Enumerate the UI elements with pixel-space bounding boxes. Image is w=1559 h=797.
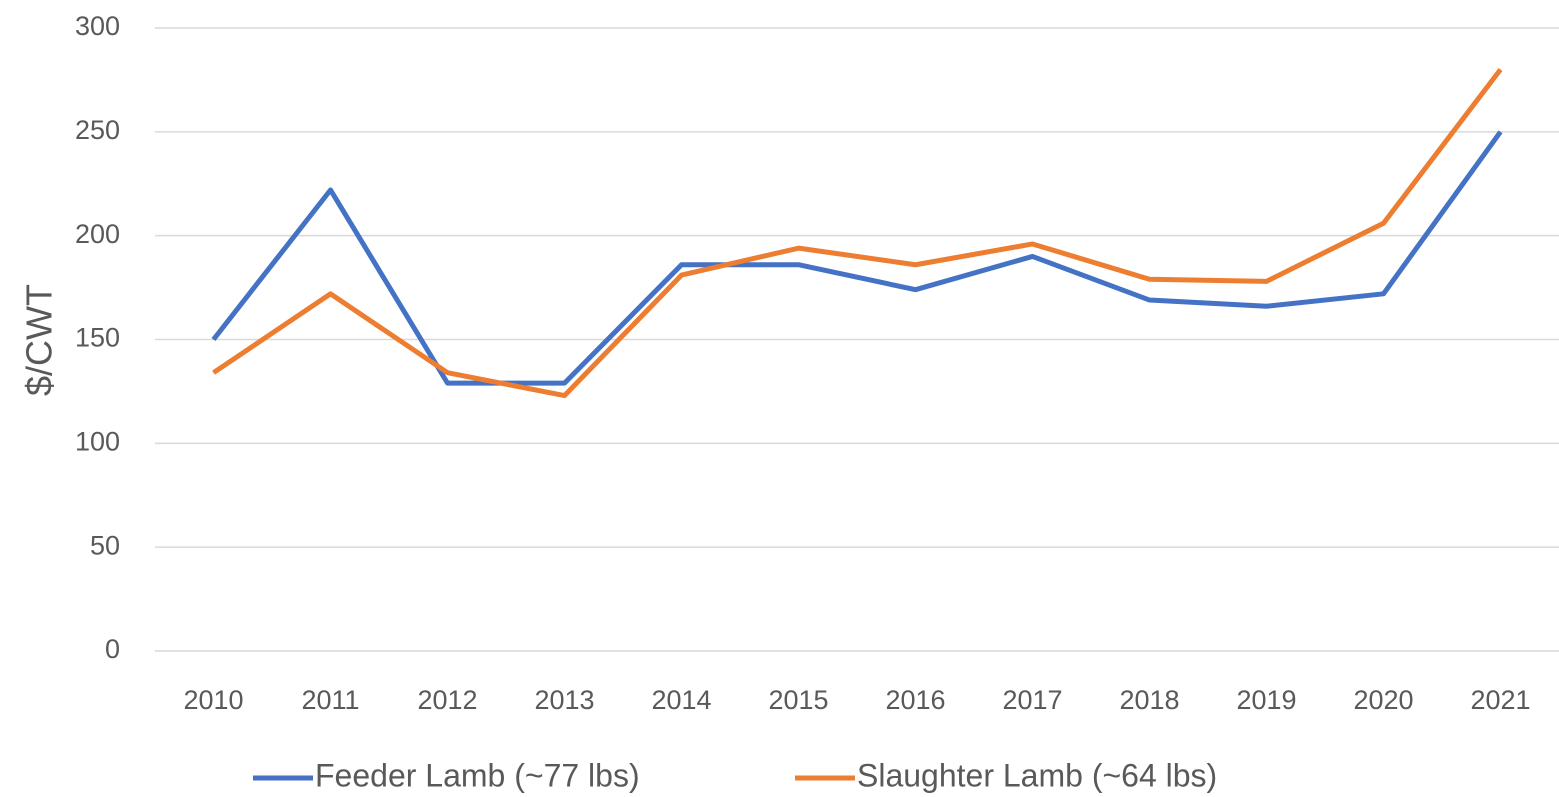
x-tick-label: 2021 <box>1470 685 1530 715</box>
y-tick-label: 300 <box>75 11 120 41</box>
series-line <box>212 68 1503 399</box>
x-tick-label: 2018 <box>1119 685 1179 715</box>
y-tick-label: 200 <box>75 219 120 249</box>
x-tick-label: 2019 <box>1236 685 1296 715</box>
x-tick-label: 2012 <box>417 685 477 715</box>
x-tick-label: 2017 <box>1002 685 1062 715</box>
series-line <box>211 130 1503 386</box>
y-tick-label: 150 <box>75 323 120 353</box>
x-tick-label: 2020 <box>1353 685 1413 715</box>
y-tick-label: 0 <box>105 634 120 664</box>
y-tick-label: 100 <box>75 426 120 456</box>
y-tick-label: 250 <box>75 115 120 145</box>
y-axis-title: $/CWT <box>19 284 60 396</box>
x-tick-label: 2010 <box>183 685 243 715</box>
x-tick-label: 2016 <box>885 685 945 715</box>
x-tick-label: 2014 <box>651 685 711 715</box>
x-tick-label: 2011 <box>301 685 359 715</box>
legend-label: Feeder Lamb (~77 lbs) <box>315 757 640 793</box>
x-tick-label: 2015 <box>768 685 828 715</box>
legend-label: Slaughter Lamb (~64 lbs) <box>857 757 1217 793</box>
y-tick-label: 50 <box>90 530 120 560</box>
x-tick-label: 2013 <box>534 685 594 715</box>
